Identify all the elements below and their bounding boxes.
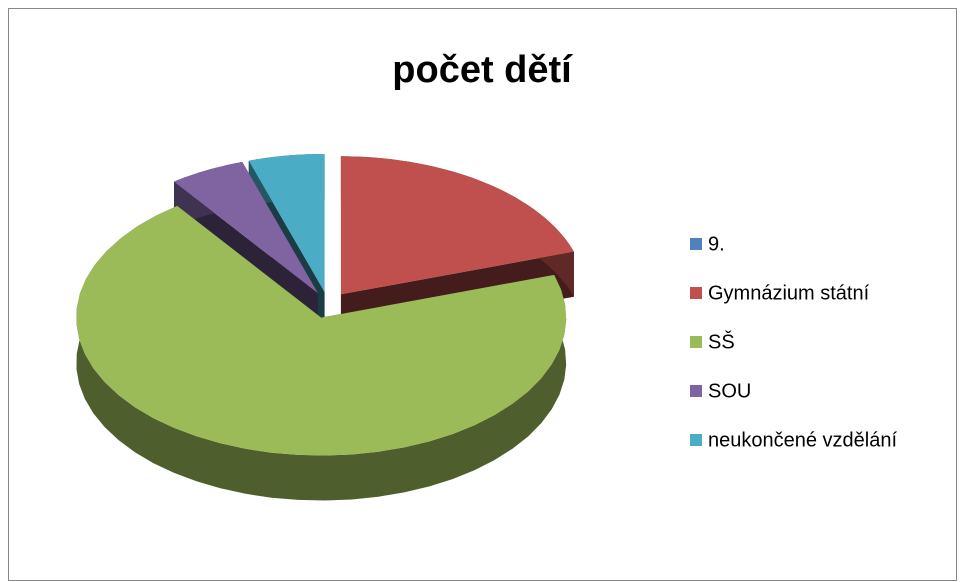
legend-label: Gymnázium státní xyxy=(708,282,870,304)
legend-label: 9. xyxy=(708,233,725,255)
legend-swatch xyxy=(690,238,702,250)
chart-title: počet dětí xyxy=(392,49,573,91)
legend-swatch xyxy=(690,287,702,299)
slice-top xyxy=(174,162,318,294)
slice-top xyxy=(340,156,574,295)
legend-swatch xyxy=(690,434,702,446)
slice-top xyxy=(248,154,325,292)
legend-swatch xyxy=(690,336,702,348)
slice xyxy=(76,205,567,501)
legend-swatch xyxy=(690,385,702,397)
legend-label: SŠ xyxy=(708,330,735,353)
slice-top xyxy=(76,205,567,456)
legend-label: neukončené vzdělání xyxy=(708,429,897,451)
legend-label: SOU xyxy=(708,380,751,402)
